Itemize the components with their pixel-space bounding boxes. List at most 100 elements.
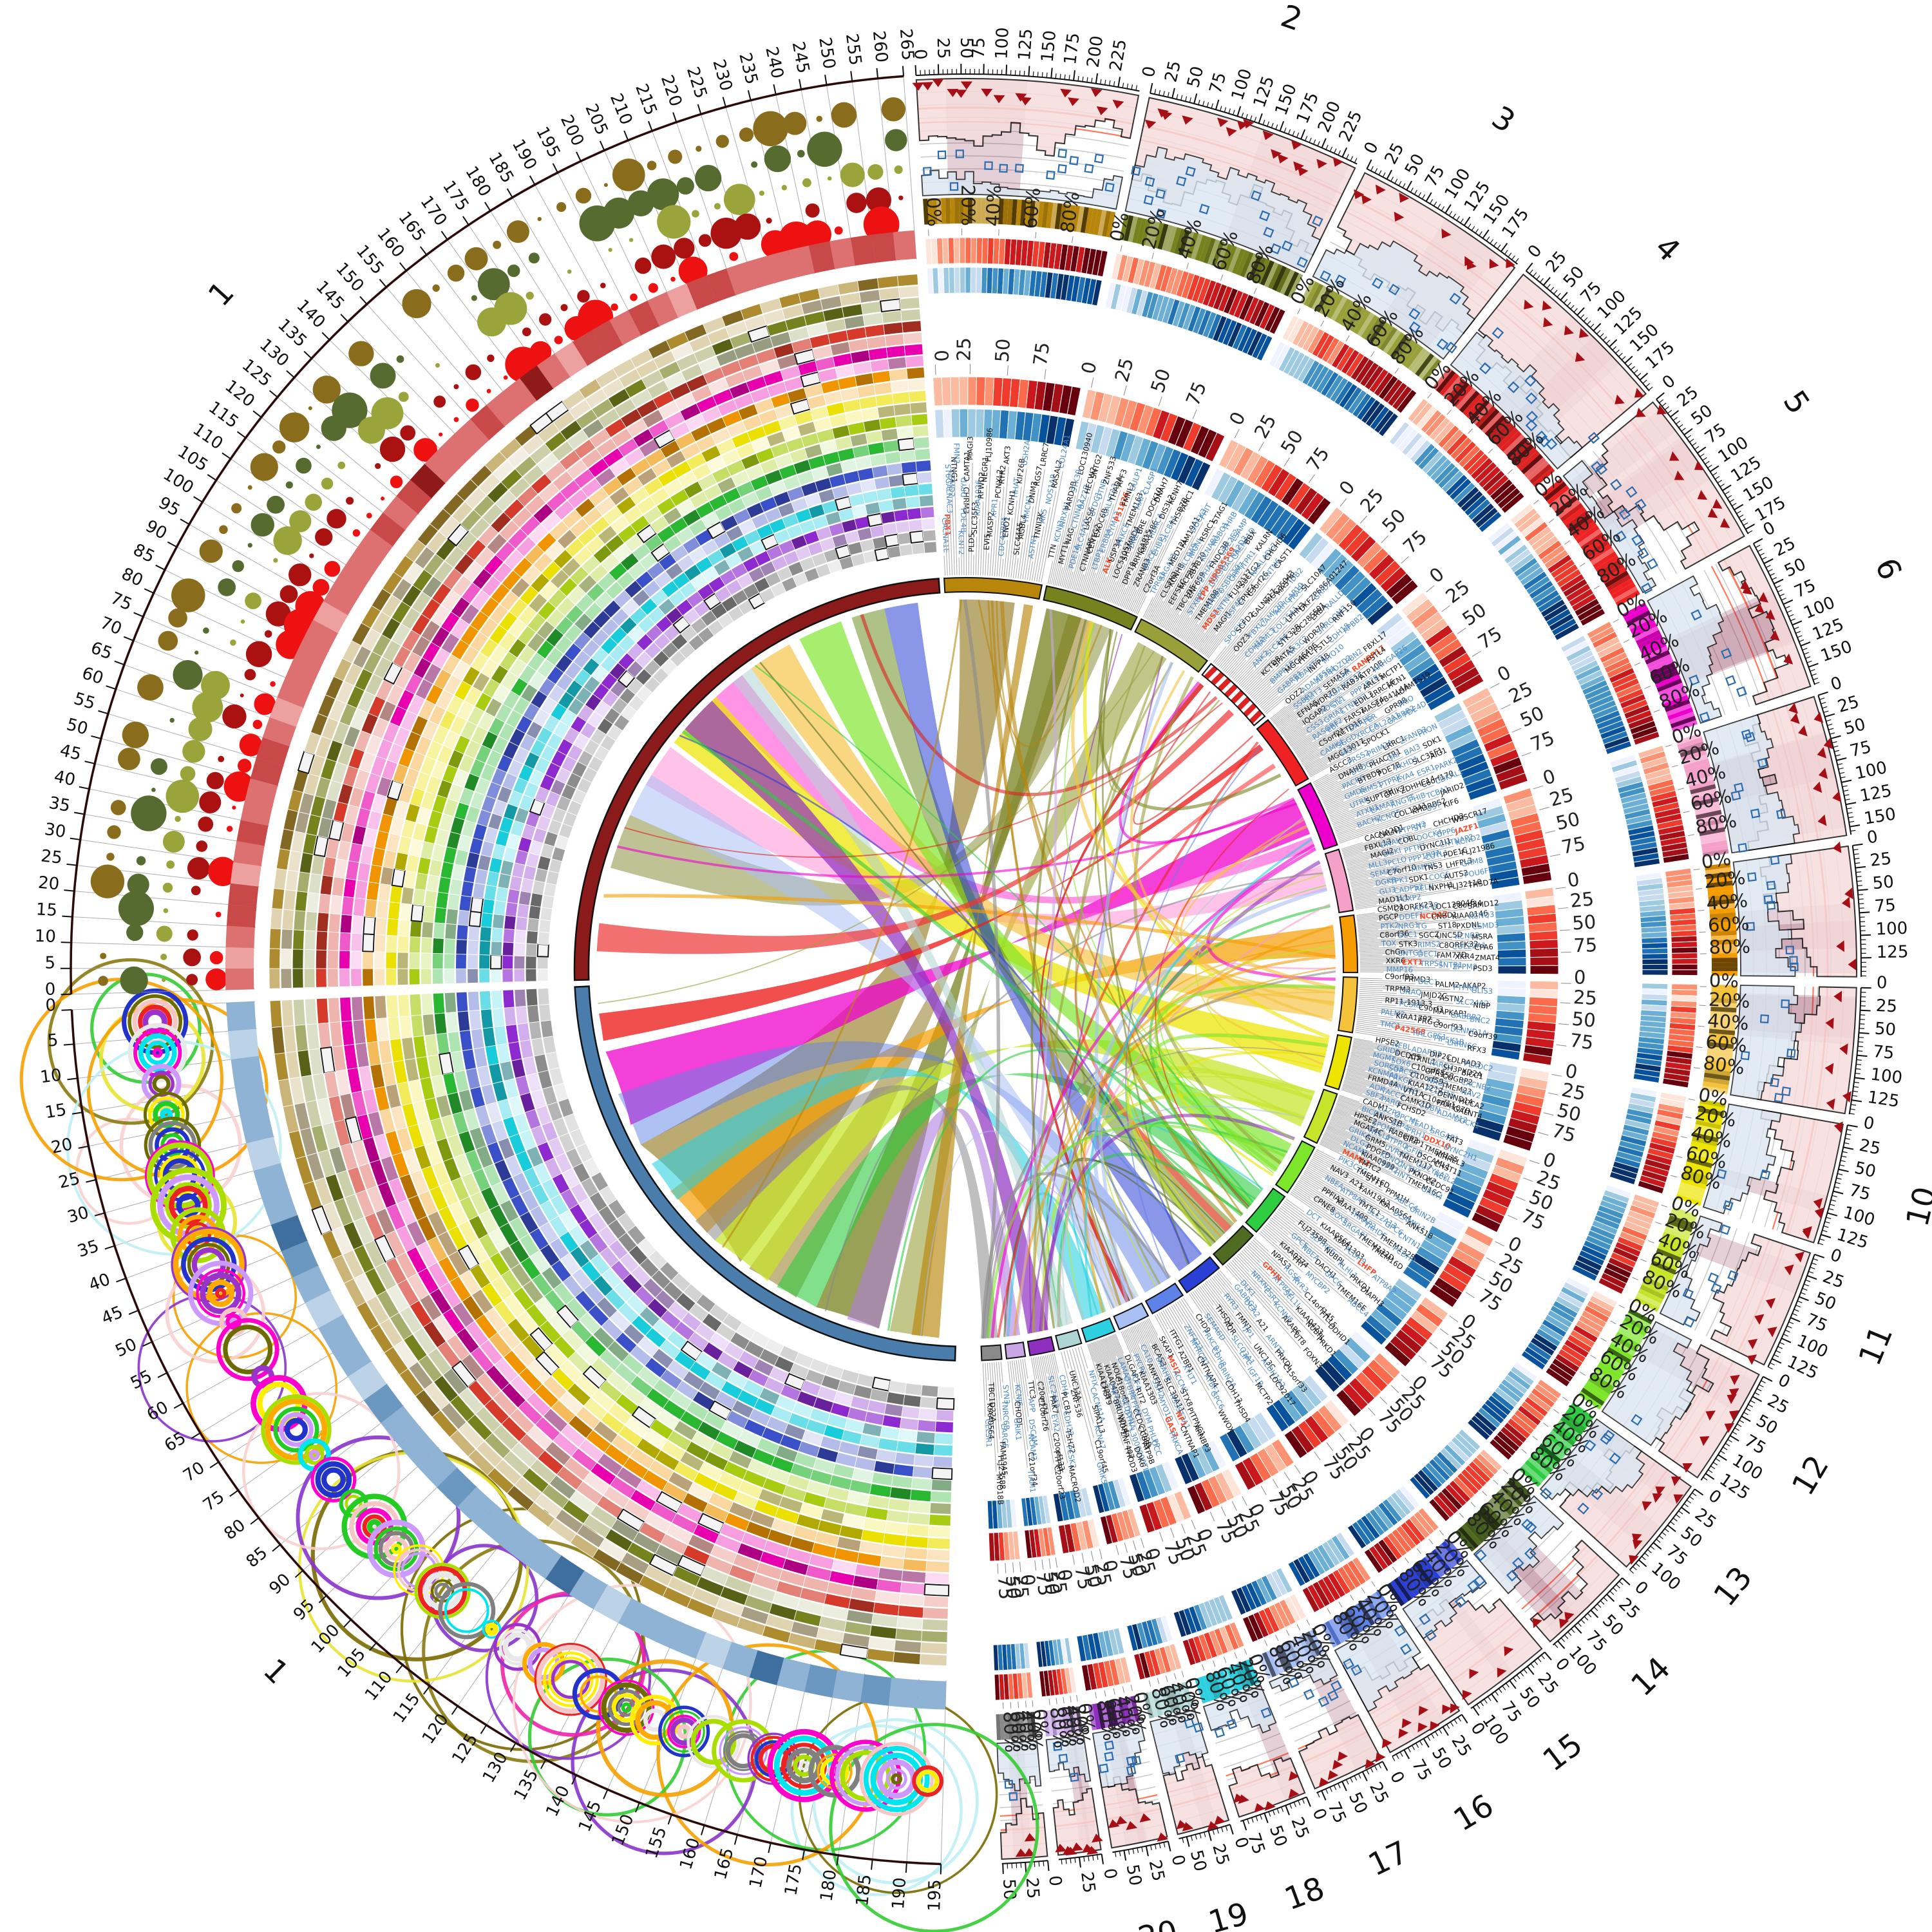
tick-label: 0 [44,980,55,999]
thin-link [999,601,1238,1224]
tick-label: 55 [128,1367,155,1394]
bubble [676,177,694,195]
gene-label: XPR1 [989,498,999,518]
tick-label: 50 [1378,504,1410,536]
tick-label: 85 [243,1543,272,1571]
thin-link [1064,622,1285,1158]
tick-label: 20% [1703,866,1747,893]
gene-label: SNTG2 [1088,453,1104,480]
tick-label: 100 [1853,758,1889,784]
sector-label: 17 [1363,1834,1414,1884]
bubble [305,493,322,511]
tick-label: 35 [75,1236,102,1262]
bubble [466,398,479,412]
bubble [560,304,568,312]
bubble [117,748,140,770]
gene-label: WWOX [1216,1408,1236,1434]
scatter-square [1198,204,1210,214]
bubble [267,495,285,514]
tick-label: 150 [1038,30,1061,63]
gene-label: MAGI3 [965,436,974,460]
tick-label: 0 [1760,518,1779,540]
tick-label: 220 [657,73,685,109]
bubble [567,269,572,274]
bubble [100,952,107,960]
thin-link [981,1046,1325,1339]
gene-label: ASTN1 [1026,534,1039,560]
tick-label: 100 [992,27,1012,60]
gene-label: EVI5 [982,533,992,551]
bubble [834,226,843,235]
scatter-square [1270,243,1282,255]
bubble [739,128,754,142]
tick-label: 125 [448,1730,482,1768]
bubble [222,704,247,729]
gene-label: DNM3 [1027,480,1039,504]
bubble [647,160,657,171]
bubble [522,327,531,337]
bubble [98,976,108,986]
tick-label: 125 [1859,781,1893,806]
scatter-triangle [1236,120,1249,130]
thin-link [721,599,963,1248]
tick-label: 80% [1709,935,1750,958]
thin-link [1061,817,1303,1325]
gene-label: KCNQ3 [1468,909,1495,921]
tick-label: 25 [1857,1136,1882,1159]
tick-label: 0 [1828,673,1844,695]
bubble [191,886,201,896]
tick-label: 25 [1110,355,1138,384]
sector-label: 1 [256,1652,296,1691]
scatter-square [1104,182,1115,193]
tick-label: 25 [1356,484,1388,516]
scatter-square [1445,341,1457,354]
thin-link [1206,992,1334,1066]
thin-link [887,1048,1254,1331]
tick-label: 0 [1775,1370,1793,1392]
tick-label: 10 [39,1065,63,1087]
bubble [196,840,208,852]
bubble [337,461,346,469]
scatter-triangle [947,89,959,97]
barcode-track [1119,214,1303,299]
tick-label: 60% [1707,913,1750,936]
bubble [538,313,552,326]
gene-label: XKR4 [1455,952,1475,961]
scatter-triangle [1394,211,1405,222]
tick-label: 100 [1841,1203,1877,1230]
scatter-square [1144,176,1155,187]
tick-label: 125 [1866,1088,1900,1112]
bubble [753,111,788,147]
bubble [346,497,354,505]
scatter-triangle [955,90,967,98]
thin-link [1176,1051,1326,1177]
bubble [180,766,196,782]
gene-label: GNAQ [1399,987,1422,997]
tick-label: 25 [1569,887,1595,912]
scatter-triangle [1297,166,1309,176]
sector-label: 19 [1205,1896,1253,1932]
bubble [308,406,312,410]
scatter-square [1143,194,1154,205]
bubble [439,432,443,437]
bubble [734,213,761,240]
gene-label: MCTP2 [1253,1381,1275,1406]
thin-link [1085,1106,1305,1309]
bubble [729,252,739,261]
tick-label: 125 [1015,28,1036,61]
bubble [289,510,312,533]
tick-label: 50 [1874,1019,1897,1039]
tick-label: 50 [1871,873,1895,894]
tick-label: 15 [44,1100,68,1122]
tick-label: 75 [1399,526,1431,558]
scatter-square [1175,1753,1186,1764]
tick-label: 50 [64,715,90,739]
tick-label: 5 [47,1030,59,1050]
scatter-triangle [1144,119,1157,129]
scatter-square [1069,156,1079,166]
bubble [273,558,278,563]
scatter-triangle [1277,153,1289,164]
bubble [219,525,228,535]
tick-label: 245 [788,40,813,75]
